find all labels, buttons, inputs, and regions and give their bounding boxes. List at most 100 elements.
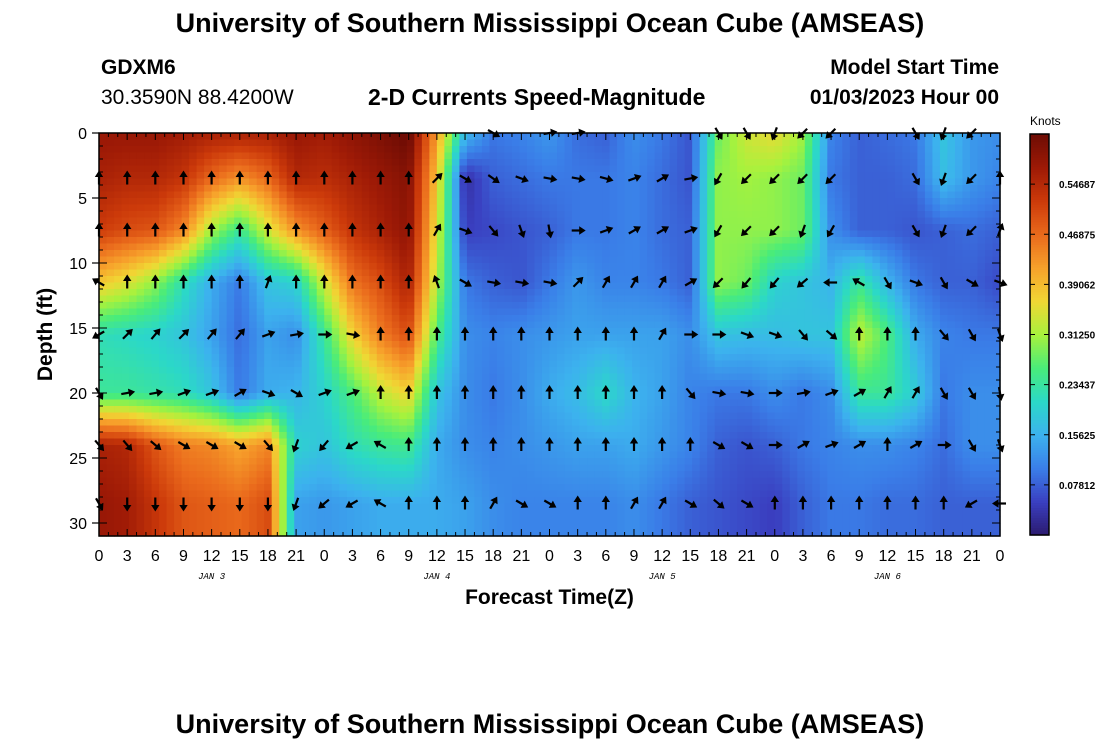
heat-cell <box>917 185 926 193</box>
heat-cell <box>587 191 596 199</box>
heat-cell <box>481 178 491 186</box>
heat-cell <box>219 217 228 225</box>
heat-cell <box>361 185 370 193</box>
heat-cell <box>429 250 438 258</box>
heat-cell <box>677 217 686 225</box>
heat-cell <box>339 185 348 193</box>
heat-cell <box>639 347 648 355</box>
heat-cell <box>954 204 964 212</box>
heat-cell <box>579 172 588 180</box>
heat-cell <box>346 146 355 154</box>
heat-cell <box>249 360 258 368</box>
heat-cell <box>249 373 258 381</box>
heat-cell <box>707 165 716 173</box>
heat-cell <box>662 185 671 193</box>
heat-cell <box>759 139 768 147</box>
heat-cell <box>496 224 506 232</box>
heat-cell <box>444 328 453 336</box>
heat-cell <box>752 380 761 388</box>
heat-cell <box>647 204 656 212</box>
heat-cell <box>774 276 783 284</box>
heat-cell <box>834 230 843 238</box>
heat-cell <box>849 211 858 219</box>
heat-cell <box>699 282 708 290</box>
heat-cell <box>812 237 821 245</box>
heat-cell <box>226 185 235 193</box>
heat-cell <box>249 380 258 388</box>
heat-cell <box>376 198 385 206</box>
heat-cell <box>654 295 663 303</box>
heat-cell <box>249 308 258 316</box>
heat-cell <box>429 217 438 225</box>
heat-cell <box>624 204 633 212</box>
heat-cell <box>196 256 205 264</box>
heat-cell <box>129 399 138 407</box>
heat-cell <box>872 159 881 167</box>
heat-cell <box>406 165 415 173</box>
heat-cell <box>842 347 851 355</box>
heat-cell <box>159 230 168 238</box>
heat-cell <box>579 146 588 154</box>
heat-cell <box>391 315 400 323</box>
heat-cell <box>294 315 303 323</box>
heat-cell <box>99 146 108 154</box>
heat-cell <box>924 321 934 329</box>
heat-cell <box>662 373 671 381</box>
heat-cell <box>189 185 198 193</box>
heat-cell <box>894 224 903 232</box>
heat-cell <box>339 328 348 336</box>
heat-cell <box>872 282 881 290</box>
heat-cell <box>354 237 363 245</box>
heat-cell <box>181 393 190 401</box>
heat-cell <box>617 217 626 225</box>
heat-cell <box>436 263 445 271</box>
heat-cell <box>121 295 130 303</box>
heat-cell <box>429 360 438 368</box>
heat-cell <box>496 198 506 206</box>
heat-cell <box>541 354 551 362</box>
heat-cell <box>226 198 235 206</box>
heat-cell <box>391 159 400 167</box>
heat-cell <box>211 289 220 297</box>
heat-cell <box>316 237 325 245</box>
heat-cell <box>189 380 198 388</box>
heat-cell <box>804 165 813 173</box>
heat-cell <box>391 289 400 297</box>
heat-cell <box>654 211 663 219</box>
heat-cell <box>587 373 596 381</box>
heat-cell <box>864 139 873 147</box>
heat-cell <box>301 224 310 232</box>
heat-cell <box>399 159 408 167</box>
heat-cell <box>662 341 671 349</box>
heat-cell <box>969 178 979 186</box>
heat-cell <box>984 282 994 290</box>
heat-cell <box>992 237 1001 245</box>
heat-cell <box>714 269 723 277</box>
heat-cell <box>204 243 213 251</box>
heat-cell <box>962 315 971 323</box>
heat-cell <box>924 263 934 271</box>
heat-cell <box>669 185 678 193</box>
heat-cell <box>196 269 205 277</box>
heat-cell <box>932 250 941 258</box>
heat-cell <box>789 178 798 186</box>
heat-cell <box>444 354 453 362</box>
heat-cell <box>909 165 919 173</box>
heat-cell <box>211 243 220 251</box>
heat-cell <box>804 393 813 401</box>
heat-cell <box>902 276 911 284</box>
heat-cell <box>714 289 723 297</box>
heat-cell <box>436 380 445 388</box>
heat-cell <box>684 276 693 284</box>
heat-cell <box>707 269 716 277</box>
heat-cell <box>331 178 340 186</box>
heat-cell <box>99 269 108 277</box>
heat-cell <box>639 321 648 329</box>
heat-cell <box>647 178 656 186</box>
heat-cell <box>189 269 198 277</box>
heat-cell <box>804 146 813 154</box>
heat-cell <box>436 250 445 258</box>
heat-cell <box>474 159 483 167</box>
heat-cell <box>969 295 979 303</box>
heat-cell <box>234 198 243 206</box>
